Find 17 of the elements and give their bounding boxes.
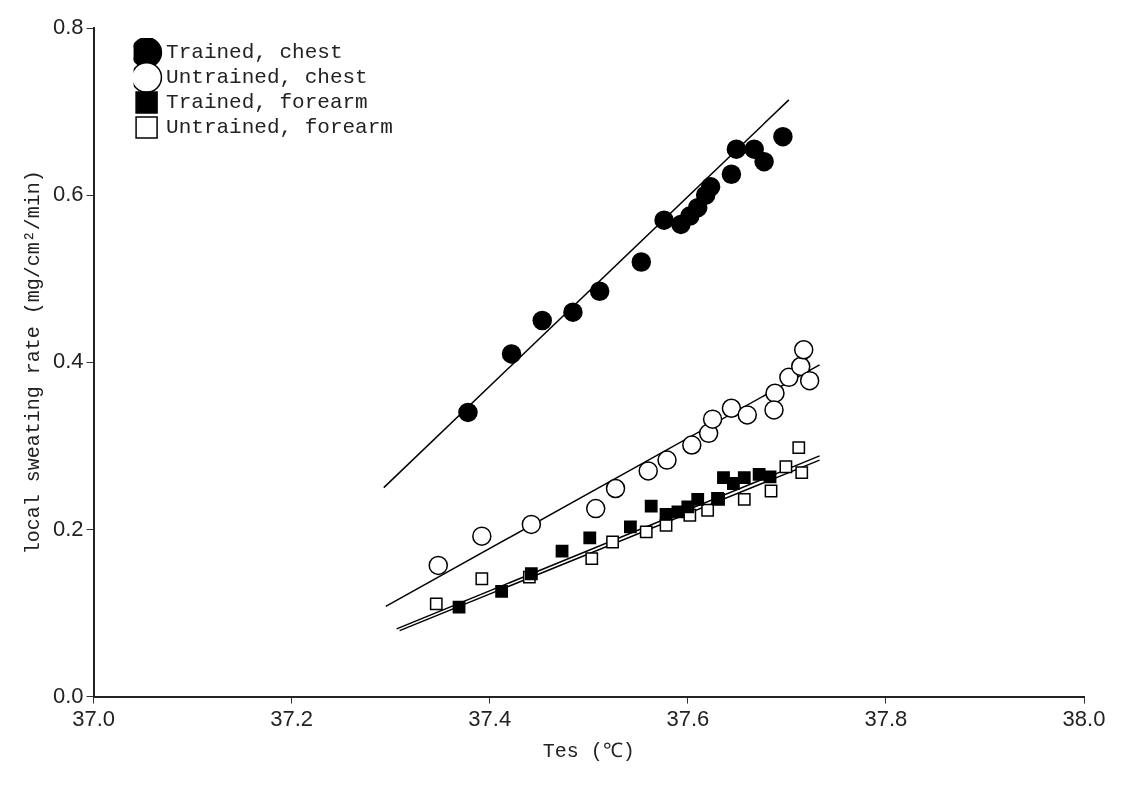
y-tick-label: 0.4 [52, 348, 84, 374]
y-tick-label: 0.0 [52, 682, 84, 708]
y-tick-label: 0.2 [52, 515, 84, 541]
legend-label: Trained, forearm [166, 91, 368, 115]
x-tick-label: 37.4 [468, 705, 512, 731]
legend-label: Trained, chest [166, 41, 343, 65]
legend-label: Untrained, forearm [166, 116, 393, 140]
x-tick-label: 38.0 [1062, 705, 1106, 731]
legend-label: Untrained, chest [166, 66, 368, 90]
x-tick-label: 37.8 [864, 705, 908, 731]
x-tick-label: 37.2 [270, 705, 314, 731]
x-axis-title: Tes (℃) [542, 740, 635, 764]
y-tick-label: 0.6 [52, 181, 84, 207]
y-axis-title: local sweating rate (mg/cm²/min) [22, 170, 46, 555]
y-tick-label: 0.8 [52, 14, 84, 40]
x-tick-label: 37.0 [72, 705, 115, 731]
x-tick-label: 37.6 [666, 705, 710, 731]
